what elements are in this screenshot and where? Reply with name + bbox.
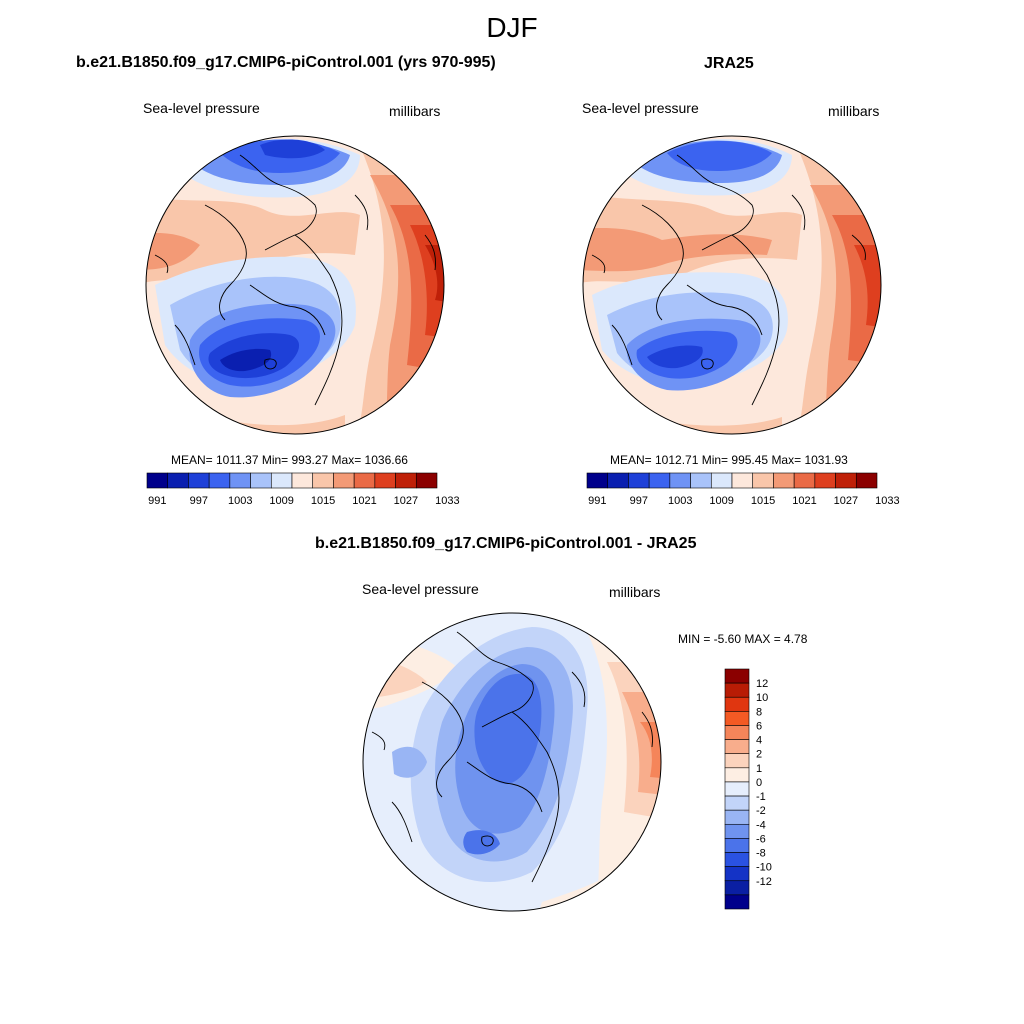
colorbar-tick-label: -1 [756,791,766,803]
colorbar-swatch [724,696,750,712]
colorbar-swatch [229,472,251,489]
colorbar-swatch [773,472,795,489]
polar-map-obs [582,135,882,435]
colorbar-model: 991 997 1003 1009 1015 1021 1027 1033 [146,472,460,507]
colorbar-swatch [648,472,671,489]
colorbar-tick-label: 1015 [311,495,335,507]
colorbar-tick-label: 991 [588,495,606,507]
colorbar-swatch [724,795,750,811]
colorbar-swatch [333,472,355,489]
colorbar-tick-label: 1003 [228,495,252,507]
panel-variable-label-obs: Sea-level pressure [582,100,699,116]
colorbar-swatch [607,472,629,489]
colorbar-swatch [724,725,750,740]
panel-stats-diff: MIN = -5.60 MAX = 4.78 [678,632,808,646]
colorbar-tick-label: -4 [756,819,766,831]
colorbar-tick-label: -6 [756,833,766,845]
panel-variable-label-model: Sea-level pressure [143,100,260,116]
colorbar-tick-label: 4 [756,735,762,747]
figure-title: DJF [486,12,538,43]
colorbar-tick-label: 1027 [834,495,858,507]
colorbar-tick-label: 1003 [668,495,692,507]
colorbar-swatch [855,472,878,489]
panel-units-label-model: millibars [389,103,441,119]
colorbar-swatch [146,472,169,489]
colorbar-tick-label: -12 [756,876,772,888]
colorbar-swatch [312,472,334,489]
colorbar-swatch [731,472,754,489]
colorbar-tick-label: 997 [190,495,208,507]
colorbar-tick-label: 10 [756,692,768,704]
colorbar-swatch [167,472,189,489]
colorbar-swatch [250,472,272,489]
colorbar-swatch [669,472,691,489]
colorbar-swatch [724,767,750,783]
polar-map-model [145,135,445,435]
colorbar-swatch [724,739,750,755]
colorbar-swatch [586,472,609,489]
colorbar-tick-label: 1033 [875,495,899,507]
colorbar-tick-label: 0 [756,777,762,789]
colorbar-swatch [374,472,396,489]
colorbar-tick-label: 1033 [435,495,459,507]
panel-stats-obs: MEAN= 1012.71 Min= 995.45 Max= 1031.93 [610,453,848,467]
colorbar-swatch [353,472,376,489]
colorbar-swatch [690,472,712,489]
panel-title-model: b.e21.B1850.f09_g17.CMIP6-piControl.001 … [76,54,496,71]
colorbar-tick-label: -8 [756,848,766,860]
colorbar-tick-label: -10 [756,862,772,874]
colorbar-swatch [724,668,750,684]
colorbar-swatch [724,852,750,867]
colorbar-swatch [395,472,417,489]
colorbar-swatch [724,781,750,797]
colorbar-swatch [415,472,438,489]
colorbar-swatch [814,472,836,489]
colorbar-tick-label: 991 [148,495,166,507]
colorbar-swatch [724,682,750,698]
colorbar-obs: 991 997 1003 1009 1015 1021 1027 1033 [586,472,900,507]
colorbar-tick-label: -2 [756,805,766,817]
colorbar-swatch [724,809,750,825]
colorbar-swatch [724,894,750,910]
polar-map-diff [362,612,662,912]
panel-stats-model: MEAN= 1011.37 Min= 993.27 Max= 1036.66 [171,453,408,467]
colorbar-tick-label: 6 [756,720,762,732]
colorbar-swatch [188,472,210,489]
colorbar-tick-label: 1015 [751,495,775,507]
panel-title-obs: JRA25 [704,55,754,72]
panel-title-diff: b.e21.B1850.f09_g17.CMIP6-piControl.001 … [315,535,697,552]
colorbar-tick-label: 1009 [269,495,293,507]
colorbar-swatch [724,711,750,726]
colorbar-swatch [710,472,733,489]
colorbar-tick-label: 1 [756,763,762,775]
colorbar-tick-label: 1009 [709,495,733,507]
colorbar-tick-label: 1021 [352,495,376,507]
colorbar-swatch [724,880,750,896]
colorbar-tick-label: 2 [756,749,762,761]
colorbar-swatch [724,753,750,769]
colorbar-tick-label: 8 [756,706,762,718]
colorbar-swatch [724,823,750,839]
panel-units-label-obs: millibars [828,103,880,119]
colorbar-swatch [752,472,774,489]
colorbar-swatch [270,472,293,489]
colorbar-swatch [724,866,750,882]
colorbar-swatch [835,472,857,489]
colorbar-tick-label: 1021 [792,495,816,507]
colorbar-tick-label: 1027 [394,495,418,507]
colorbar-tick-label: 12 [756,678,768,690]
colorbar-swatch [724,838,750,853]
colorbar-swatch [793,472,816,489]
colorbar-swatch [291,472,314,489]
panel-units-label-diff: millibars [609,584,661,600]
colorbar-tick-label: 997 [630,495,648,507]
colorbar-swatch [208,472,231,489]
panel-variable-label-diff: Sea-level pressure [362,581,479,597]
colorbar-swatch [628,472,650,489]
